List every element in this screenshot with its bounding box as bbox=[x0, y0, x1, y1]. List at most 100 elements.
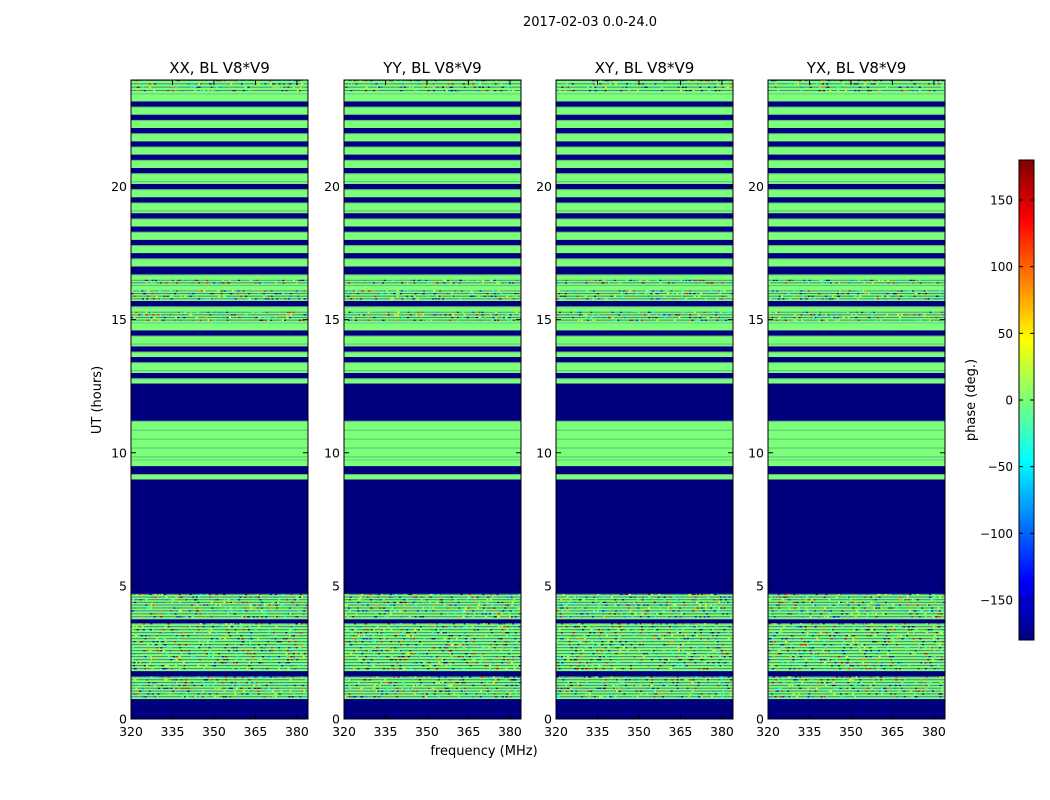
heatmap-band bbox=[768, 127, 945, 134]
noise-row bbox=[344, 258, 521, 260]
heatmap-band bbox=[768, 266, 945, 275]
heatmap-band bbox=[556, 619, 733, 624]
noise-row bbox=[344, 679, 521, 681]
heatmap-band bbox=[556, 218, 733, 227]
noise-row bbox=[131, 173, 308, 175]
noise-row bbox=[768, 696, 945, 698]
noise-row bbox=[556, 189, 733, 191]
noise-row bbox=[131, 119, 308, 121]
noise-row bbox=[768, 202, 945, 204]
noise-row bbox=[768, 245, 945, 247]
heatmap-band bbox=[344, 146, 521, 155]
noise-row bbox=[556, 295, 733, 297]
noise-row bbox=[768, 306, 945, 308]
noise-row bbox=[344, 613, 521, 615]
heatmap-band bbox=[556, 479, 733, 594]
noise-row bbox=[556, 89, 733, 92]
noise-row bbox=[131, 623, 308, 625]
heatmap-band bbox=[344, 245, 521, 254]
x-tick-label: 335 bbox=[374, 724, 398, 739]
noise-row bbox=[556, 343, 733, 345]
noise-row bbox=[768, 93, 945, 95]
y-tick-label: 20 bbox=[748, 179, 764, 194]
heatmap-band bbox=[344, 285, 521, 291]
noise-row bbox=[556, 459, 733, 461]
heatmap-band bbox=[131, 253, 308, 259]
heatmap-band bbox=[768, 119, 945, 128]
noise-row bbox=[556, 456, 733, 458]
noise-row bbox=[344, 83, 521, 85]
noise-row bbox=[768, 173, 945, 175]
x-tick-label: 365 bbox=[457, 724, 481, 739]
y-tick-label: 5 bbox=[119, 578, 127, 593]
noise-row bbox=[556, 231, 733, 233]
y-tick-label: 0 bbox=[332, 712, 340, 727]
noise-row bbox=[768, 293, 945, 295]
noise-row bbox=[556, 656, 733, 658]
heatmap-band bbox=[768, 362, 945, 373]
noise-row bbox=[556, 629, 733, 631]
noise-row bbox=[556, 644, 733, 646]
noise-row bbox=[768, 650, 945, 652]
heatmap-band bbox=[131, 101, 308, 107]
heatmap-band bbox=[556, 362, 733, 373]
noise-row bbox=[556, 599, 733, 601]
y-tick-label: 20 bbox=[324, 179, 340, 194]
noise-row bbox=[768, 662, 945, 664]
noise-row bbox=[556, 665, 733, 667]
noise-row bbox=[131, 632, 308, 634]
heatmap-band bbox=[344, 154, 521, 160]
heatmap-band bbox=[131, 173, 308, 184]
noise-row bbox=[556, 210, 733, 212]
heatmap-band bbox=[768, 479, 945, 594]
heatmap-band bbox=[556, 258, 733, 267]
noise-row bbox=[556, 279, 733, 281]
x-tick-label: 350 bbox=[627, 724, 651, 739]
noise-row bbox=[556, 316, 733, 319]
heatmap-band bbox=[556, 119, 733, 128]
noise-row bbox=[768, 629, 945, 631]
noise-row bbox=[131, 210, 308, 212]
x-tick-label: 380 bbox=[285, 724, 309, 739]
noise-row bbox=[344, 676, 521, 678]
y-tick-label: 15 bbox=[748, 312, 764, 327]
noise-row bbox=[131, 189, 308, 191]
heatmap-band bbox=[131, 322, 308, 331]
noise-row bbox=[556, 650, 733, 652]
y-tick-label: 5 bbox=[544, 578, 552, 593]
noise-row bbox=[768, 653, 945, 655]
heatmap-band bbox=[556, 173, 733, 184]
noise-row bbox=[131, 290, 308, 292]
noise-row bbox=[768, 343, 945, 345]
noise-row bbox=[768, 258, 945, 260]
noise-row bbox=[344, 438, 521, 440]
noise-row bbox=[131, 146, 308, 148]
heatmap-band bbox=[556, 279, 733, 286]
noise-row bbox=[131, 316, 308, 319]
noise-row bbox=[768, 285, 945, 287]
noise-row bbox=[344, 189, 521, 191]
heatmap-band bbox=[556, 474, 733, 480]
colorbar-label: phase (deg.) bbox=[964, 359, 979, 441]
noise-row bbox=[131, 258, 308, 260]
noise-row bbox=[556, 420, 733, 422]
noise-row bbox=[344, 293, 521, 295]
y-tick-label: 0 bbox=[544, 712, 552, 727]
noise-row bbox=[556, 659, 733, 661]
plot-frame bbox=[130, 79, 309, 720]
x-tick-label: 320 bbox=[119, 724, 143, 739]
heatmap-band bbox=[344, 362, 521, 373]
noise-row bbox=[556, 274, 733, 276]
heatmap-band bbox=[131, 197, 308, 203]
x-tick-label: 350 bbox=[202, 724, 226, 739]
noise-row bbox=[344, 682, 521, 684]
heatmap-band bbox=[131, 258, 308, 267]
heatmap-band bbox=[768, 114, 945, 120]
noise-row bbox=[768, 641, 945, 643]
noise-row bbox=[556, 202, 733, 204]
noise-row bbox=[131, 93, 308, 95]
noise-row bbox=[556, 682, 733, 684]
noise-row bbox=[556, 623, 733, 625]
heatmap-band bbox=[556, 346, 733, 352]
x-axis-label: frequency (MHz) bbox=[430, 744, 537, 759]
